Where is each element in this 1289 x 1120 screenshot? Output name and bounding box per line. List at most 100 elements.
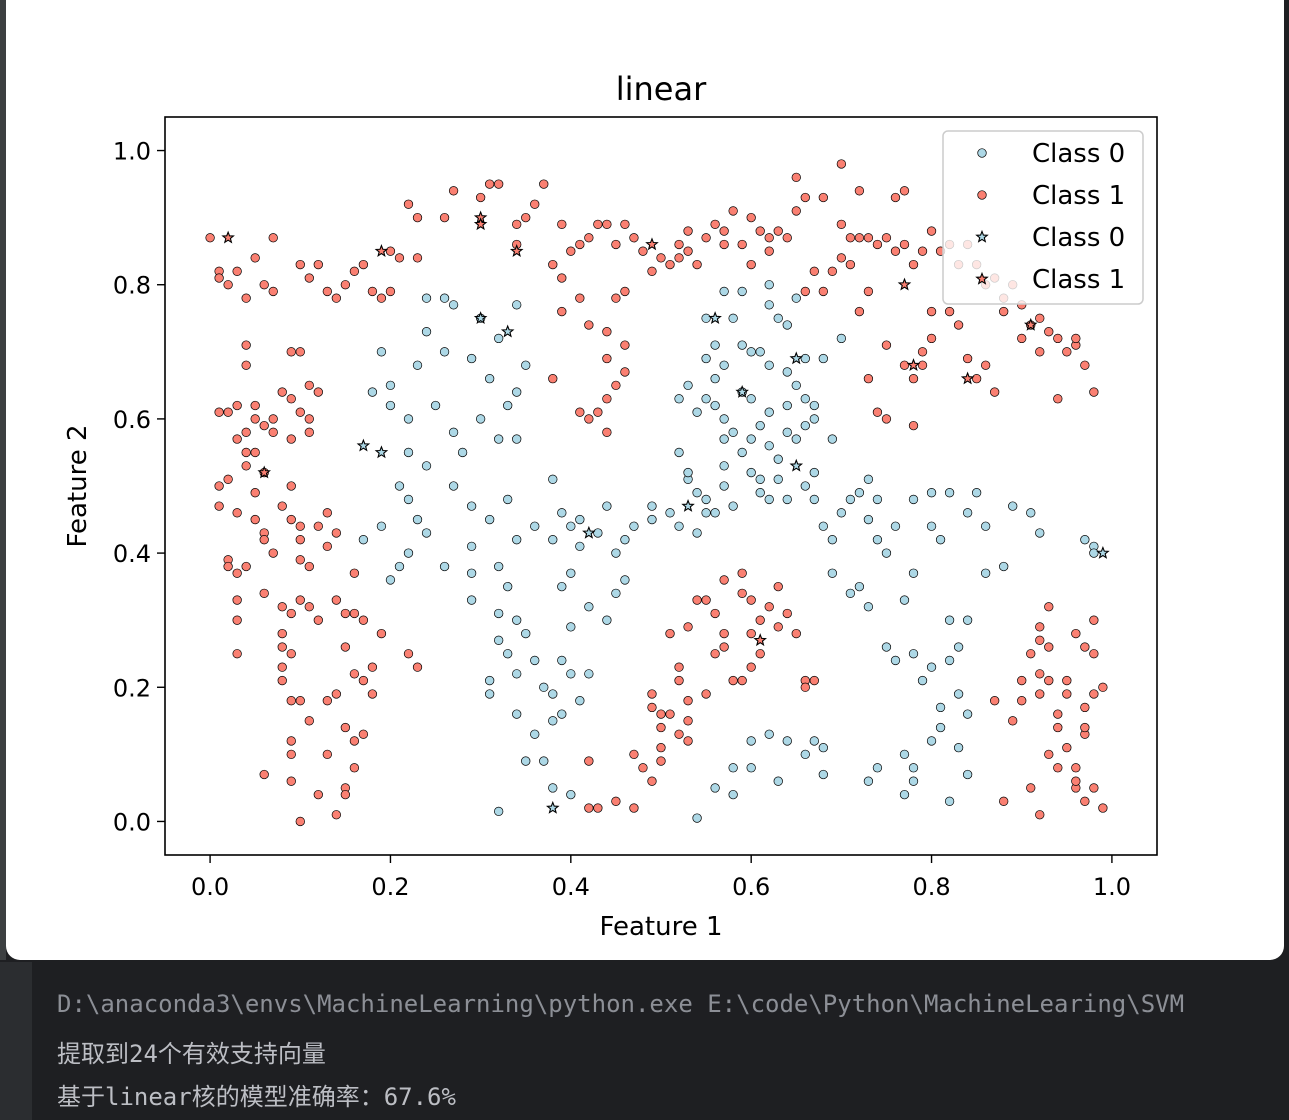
class-0-point	[935, 722, 946, 733]
class-1-point	[917, 246, 928, 256]
class-1-point	[241, 340, 251, 350]
class-1-point	[620, 286, 630, 297]
class-0-point	[548, 689, 558, 699]
class-1-point	[872, 407, 883, 417]
class-1-point	[241, 561, 251, 572]
class-0-point	[962, 769, 973, 780]
class-0-point	[485, 675, 495, 686]
class-1-point	[277, 675, 287, 686]
class-1-point	[1089, 689, 1099, 699]
class-1-point	[746, 595, 756, 605]
class-0-point	[962, 615, 973, 625]
class-1-point	[584, 803, 594, 813]
class-1-point	[286, 514, 296, 525]
points-layer	[205, 159, 1110, 827]
class-1-point	[764, 233, 774, 243]
class-0-point	[728, 427, 738, 437]
class-0-point	[944, 488, 955, 498]
class-1-point	[349, 608, 360, 619]
class-1-point	[863, 374, 874, 384]
class-1-point	[232, 434, 242, 444]
class-0-point	[917, 675, 928, 686]
class-1-point	[791, 206, 801, 216]
class-1-point	[926, 226, 937, 236]
class-1-point	[232, 649, 242, 659]
class-0-point	[710, 374, 720, 384]
class-0-point	[457, 447, 468, 458]
class-1-point	[331, 293, 341, 303]
x-tick-label: 0.0	[191, 873, 229, 901]
class-0-point	[683, 467, 693, 478]
class-1-support-vector	[897, 277, 912, 291]
legend-class-0-circle-marker	[977, 148, 987, 158]
class-1-point	[683, 226, 693, 236]
class-0-point	[530, 729, 540, 739]
class-1-point	[899, 360, 910, 370]
class-0-point	[872, 535, 883, 545]
class-0-point	[719, 286, 729, 297]
class-1-point	[1026, 649, 1036, 659]
class-1-point	[494, 179, 504, 189]
class-1-point	[944, 306, 955, 317]
class-0-point	[881, 642, 892, 652]
class-1-point	[800, 682, 810, 692]
class-1-point	[1089, 387, 1099, 397]
class-1-point	[647, 702, 657, 713]
class-0-point	[358, 535, 369, 545]
class-0-point	[485, 374, 495, 384]
class-1-point	[304, 561, 314, 572]
class-0-point	[494, 333, 504, 344]
class-1-point	[1053, 333, 1063, 344]
class-0-point	[475, 414, 486, 424]
class-0-point	[899, 789, 910, 800]
class-1-point	[349, 763, 360, 773]
class-0-point	[403, 548, 414, 558]
class-1-point	[268, 548, 278, 558]
class-0-point	[466, 568, 477, 578]
x-axis: 0.0 0.2 0.4 0.6 0.8 1.0	[191, 855, 1131, 901]
class-0-point	[737, 447, 747, 458]
class-1-point	[962, 353, 973, 364]
class-1-point	[259, 588, 269, 598]
class-1-point	[800, 192, 810, 203]
y-tick-label: 0.8	[113, 272, 151, 300]
legend-class-0-star-marker	[975, 229, 989, 243]
class-1-point	[1026, 783, 1036, 793]
class-1-point	[620, 367, 630, 377]
class-1-point	[295, 816, 305, 827]
class-0-point	[764, 300, 774, 310]
class-0-point	[908, 494, 919, 505]
class-1-point	[692, 595, 702, 605]
class-1-point	[1071, 776, 1081, 786]
class-1-point	[286, 649, 296, 659]
class-1-point	[647, 776, 657, 786]
class-1-point	[340, 789, 351, 800]
class-0-point	[557, 709, 567, 719]
class-1-point	[286, 608, 296, 619]
class-0-point	[701, 353, 711, 364]
class-1-point	[385, 286, 396, 297]
class-1-point	[782, 608, 792, 619]
class-0-point	[764, 407, 774, 417]
class-1-support-vector	[960, 371, 975, 385]
class-0-point	[809, 736, 819, 746]
class-0-point	[692, 407, 702, 417]
class-1-support-vector	[374, 244, 389, 257]
class-0-point	[926, 662, 937, 672]
class-1-point	[286, 696, 296, 706]
class-1-point	[602, 353, 612, 364]
class-0-support-vector	[1096, 545, 1110, 559]
class-0-point	[800, 749, 810, 760]
class-1-point	[448, 186, 459, 196]
class-1-point	[1080, 642, 1090, 652]
class-1-point	[575, 293, 585, 303]
legend: Class 0 Class 1 Class 0 Class 1	[942, 130, 1144, 305]
class-1-point	[1035, 313, 1045, 323]
class-0-point	[908, 763, 919, 773]
class-1-point	[737, 568, 747, 578]
figure-window: linear 0.0 0.2 0.4 0.6 0.8 1.0 0.0 0.2 0.4 0.6 0.…	[6, 0, 1284, 960]
class-0-point	[521, 628, 531, 639]
class-0-point	[773, 313, 783, 323]
class-1-point	[746, 259, 756, 270]
class-0-point	[412, 360, 423, 370]
